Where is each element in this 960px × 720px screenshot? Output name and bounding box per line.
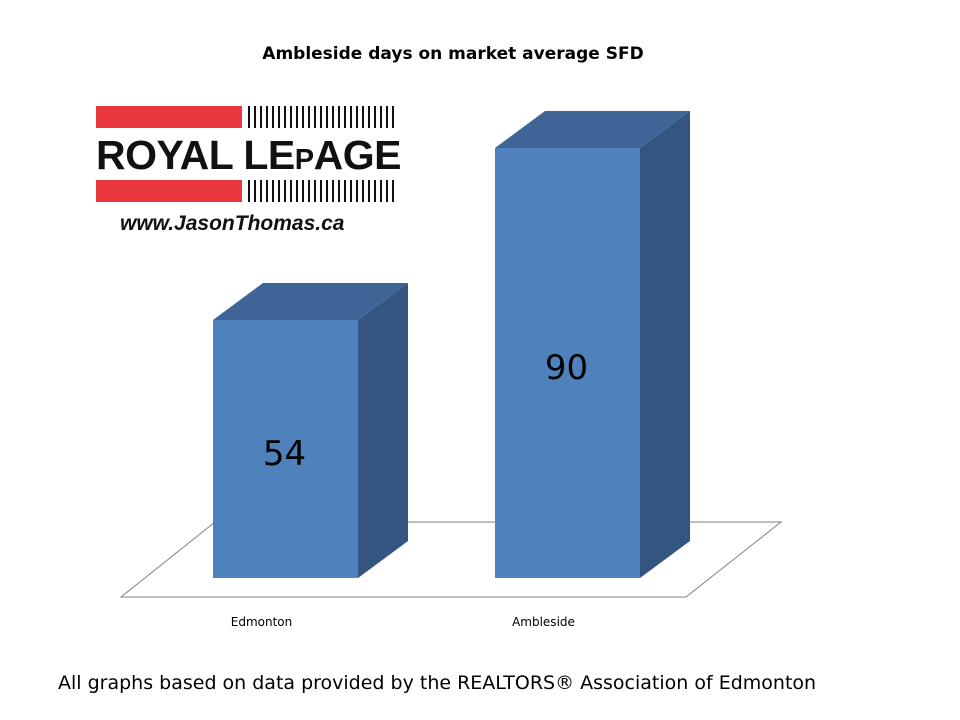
royal-lepage-logo: ROYAL LEPAGE www.JasonThomas.ca: [96, 104, 402, 240]
x-tick-label: Edmonton: [231, 615, 293, 629]
logo-stripes-top: [248, 106, 398, 128]
logo-red-bar-bottom: [96, 180, 242, 202]
logo-brand-text: ROYAL LEPAGE: [96, 132, 401, 178]
logo-stripes-bottom: [248, 180, 398, 202]
data-label: 54: [263, 434, 306, 474]
bar-front-face: [495, 147, 640, 579]
bar-edmonton: 54: [213, 282, 408, 578]
chart-title: Ambleside days on market average SFD: [262, 44, 644, 64]
bar-side-face: [358, 282, 408, 578]
bar-top-face: [213, 282, 408, 320]
logo-url: www.JasonThomas.ca: [120, 212, 345, 235]
bar-side-face: [640, 110, 690, 578]
bar-ambleside: 90: [495, 110, 690, 579]
bar-top-face: [495, 110, 690, 148]
data-label: 90: [545, 348, 588, 388]
bar-front-face: [213, 319, 358, 578]
logo-red-bar-top: [96, 106, 242, 128]
x-axis-labels: Edmonton Ambleside: [231, 615, 575, 629]
x-tick-label: Ambleside: [512, 615, 575, 629]
footer-note: All graphs based on data provided by the…: [58, 672, 817, 694]
bars-group: 54 90: [213, 110, 690, 579]
